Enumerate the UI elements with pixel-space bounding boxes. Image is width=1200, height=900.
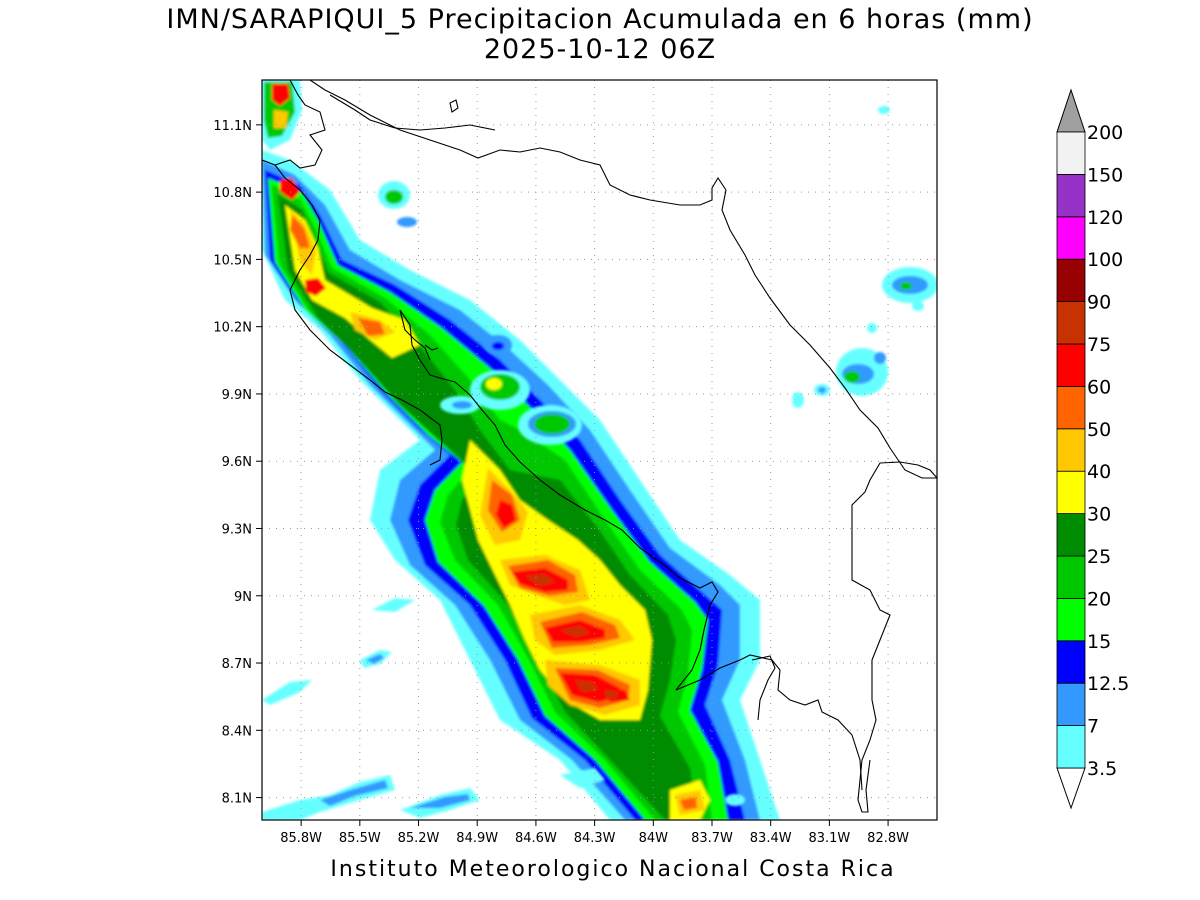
colorbar-swatch	[1056, 555, 1086, 599]
nicaragua-costa-rica-border	[309, 80, 727, 206]
y-tick-label: 8.7N	[222, 657, 252, 672]
map-title: IMN/SARAPIQUI_5 Precipitacion Acumulada …	[166, 4, 1034, 35]
precip-cell-northwest-2	[274, 110, 288, 128]
plot-frame	[261, 79, 938, 821]
colorbar-swatch	[1056, 343, 1086, 387]
y-tick-label: 10.5N	[213, 253, 252, 268]
y-tick-label: 9.6N	[222, 455, 252, 470]
y-axis: 8.1N 8.4N 8.7N 9N 9.3N 9.6N 9.9N 10.2N 10.5N 10.8…	[213, 119, 262, 807]
colorbar-label: 120	[1087, 207, 1123, 229]
colorbar-swatch	[1056, 682, 1086, 727]
x-tick-label: 84.6W	[515, 831, 557, 846]
colorbar-swatch	[1056, 174, 1086, 218]
coast-inner-1	[399, 309, 431, 361]
y-tick-label: 8.1N	[222, 792, 252, 807]
precipitation-field	[262, 80, 937, 820]
x-tick-label: 82.8W	[867, 831, 909, 846]
x-tick-label: 84W	[639, 831, 669, 846]
central-pacific-coast	[469, 394, 719, 691]
x-axis: 85.8W 85.5W 85.2W 84.9W 84.6W 84.3W 84W 83.7W 83…	[280, 820, 909, 846]
precip-cell-sw-3	[372, 598, 415, 612]
x-tick-label: 84.9W	[456, 831, 498, 846]
colorbar-label: 3.5	[1087, 758, 1117, 780]
x-tick-label: 85.5W	[339, 831, 381, 846]
y-tick-label: 9.9N	[222, 388, 252, 403]
footer-credit: Instituto Meteorologico Nacional Costa R…	[330, 857, 896, 882]
colorbar-under-triangle	[1056, 767, 1086, 810]
colorbar-swatch	[1056, 216, 1086, 260]
colorbar-swatch	[1056, 725, 1086, 769]
panama-border	[851, 461, 937, 813]
precip-cell-northwest-peak	[272, 84, 290, 106]
colorbar-label: 15	[1087, 631, 1111, 653]
colorbar-label: 25	[1087, 546, 1111, 568]
burica-coast	[751, 655, 776, 721]
y-tick-label: 11.1N	[213, 119, 252, 134]
map-subtitle: 2025-10-12 06Z	[483, 34, 717, 65]
y-tick-label: 8.4N	[222, 724, 252, 739]
nicaragua-pacific-coast	[262, 80, 326, 169]
grid-lines	[262, 80, 937, 820]
colorbar-label: 30	[1087, 504, 1111, 526]
colorbar-label: 75	[1087, 334, 1111, 356]
costa-rica-caribbean-coast	[721, 189, 937, 479]
colorbar-swatch	[1056, 258, 1086, 302]
colorbar-label: 7	[1087, 716, 1099, 738]
colorbar-label: 40	[1087, 461, 1111, 483]
x-tick-label: 83.1W	[808, 831, 850, 846]
colorbar-label: 150	[1087, 164, 1123, 186]
colorbar-swatch	[1056, 385, 1086, 430]
guanacaste-coast	[274, 164, 443, 466]
colorbar-swatch	[1056, 598, 1086, 642]
precip-cell-sw-1	[262, 680, 312, 705]
colorbar-label: 90	[1087, 292, 1111, 314]
colorbar-swatch	[1056, 301, 1086, 345]
x-tick-label: 83.4W	[750, 831, 792, 846]
precip-cell-b	[397, 217, 417, 227]
colorbar-label: 50	[1087, 419, 1111, 441]
lake-nicaragua-shore	[329, 94, 496, 131]
x-tick-label: 85.2W	[398, 831, 440, 846]
x-tick-label: 84.3W	[574, 831, 616, 846]
nicoya-gulf	[399, 309, 471, 396]
colorbar-label: 20	[1087, 588, 1111, 610]
colorbar-label: 60	[1087, 376, 1111, 398]
x-tick-label: 85.8W	[280, 831, 322, 846]
coastlines-borders	[262, 80, 937, 813]
precip-area-50	[290, 215, 697, 810]
y-tick-label: 9N	[234, 590, 252, 605]
x-tick-label: 83.7W	[691, 831, 733, 846]
colorbar-swatch	[1056, 513, 1086, 557]
osa-peninsula	[675, 654, 863, 791]
colorbar-swatch	[1056, 428, 1086, 472]
colorbar-swatch	[1056, 470, 1086, 515]
island-small	[449, 99, 459, 113]
coast-inner-2	[424, 344, 439, 351]
y-tick-label: 10.2N	[213, 321, 252, 336]
colorbar-label: 200	[1087, 122, 1123, 144]
y-tick-label: 10.8N	[213, 186, 252, 201]
y-tick-label: 9.3N	[222, 522, 252, 537]
precip-cell-s-3	[560, 768, 605, 788]
colorbar-label: 100	[1087, 249, 1123, 271]
colorbar-label: 12.5	[1087, 673, 1129, 695]
precip-area-60	[280, 178, 630, 702]
colorbar-over-triangle	[1056, 88, 1086, 133]
colorbar: 3.5 7 12.5 15 20 25 30 40 50 60 75 90 100 120 150 200	[1056, 88, 1129, 810]
colorbar-swatch	[1056, 131, 1086, 175]
colorbar-swatch	[1056, 640, 1086, 684]
